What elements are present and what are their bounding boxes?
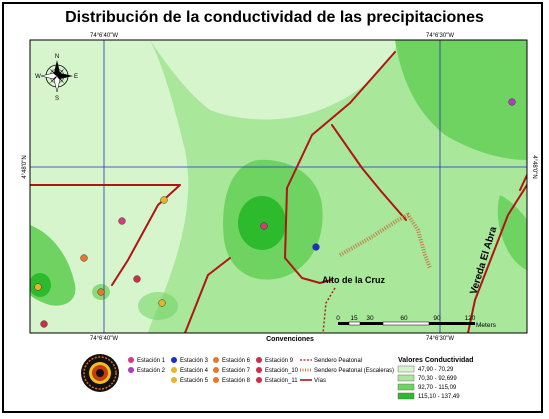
legend-label-station-3: Estación 3 bbox=[180, 358, 209, 364]
map-border bbox=[29, 39, 528, 334]
legend-label-footpath: Sendero Peatonal bbox=[314, 358, 362, 364]
legend-swatch-station-10 bbox=[256, 367, 262, 373]
station-1-point[interactable] bbox=[118, 217, 126, 225]
conductivity-zones bbox=[30, 40, 527, 333]
legend-label-stairs: Sendero Peatonal (Escaleras) bbox=[314, 368, 394, 374]
road-east-center bbox=[331, 124, 407, 221]
zone-mid-east bbox=[395, 40, 527, 160]
scale-tick-15: 15 bbox=[350, 315, 358, 322]
legend-swatch-station-11 bbox=[256, 377, 262, 383]
scale-tick-90: 90 bbox=[433, 315, 441, 322]
station-5-point[interactable] bbox=[34, 283, 42, 291]
legend-label-class-3: 92,70 - 115,09 bbox=[418, 385, 457, 391]
station-2-point[interactable] bbox=[508, 98, 516, 106]
roads bbox=[30, 51, 527, 333]
road-west bbox=[30, 184, 181, 286]
legend-swatch-station-5 bbox=[171, 377, 177, 383]
legend-classes: Valores Conductividad 47,90 - 70,29 70,3… bbox=[397, 357, 473, 400]
compass-w: W bbox=[35, 74, 41, 80]
station-points bbox=[34, 98, 516, 328]
footpaths bbox=[322, 212, 432, 333]
compass-rose-icon: N S E W bbox=[35, 54, 78, 102]
coord-bottom-right: 74°6'30"W bbox=[426, 336, 454, 342]
legend-swatch-station-7 bbox=[213, 367, 219, 373]
legend-label-station-1: Estación 1 bbox=[137, 358, 166, 364]
legend-label-station-5: Estación 5 bbox=[180, 378, 209, 384]
map-title: Distribución de la conductividad de las … bbox=[65, 9, 484, 26]
legend-swatch-class-3 bbox=[397, 383, 415, 391]
legend-swatch-class-4 bbox=[397, 392, 415, 400]
map-frame bbox=[2, 2, 543, 413]
compass-e: E bbox=[74, 74, 78, 80]
road-center-south bbox=[184, 274, 209, 333]
road-label-alto: Alto de la Cruz bbox=[322, 275, 386, 285]
legend-label-station-11: Estación_11 bbox=[265, 378, 298, 384]
station-7-point[interactable] bbox=[158, 299, 166, 307]
station-8-point[interactable] bbox=[97, 288, 105, 296]
station-6-point[interactable] bbox=[80, 254, 88, 262]
zone-low-north bbox=[150, 40, 400, 120]
legend-swatch-class-2 bbox=[397, 374, 415, 382]
coord-top-left: 74°6'40"W bbox=[90, 33, 118, 39]
road-north-branch bbox=[284, 51, 396, 284]
footpath-stairs bbox=[339, 212, 432, 269]
station-4-point[interactable] bbox=[160, 196, 168, 204]
scale-tick-30: 30 bbox=[366, 315, 374, 322]
legend-label-station-4: Estación 4 bbox=[180, 368, 209, 374]
conventions-title: Convenciones bbox=[266, 336, 314, 343]
institution-logo-icon bbox=[81, 354, 119, 392]
coord-top-right: 74°6'30"W bbox=[426, 33, 454, 39]
coord-bottom-left: 74°6'40"W bbox=[90, 336, 118, 342]
legend-label-station-8: Estación 8 bbox=[222, 378, 251, 384]
legend-label-station-10: Estación_10 bbox=[265, 368, 299, 374]
legend-label-class-2: 70,30 - 92,699 bbox=[418, 376, 457, 382]
station-9-point[interactable] bbox=[260, 222, 268, 230]
scale-tick-120: 120 bbox=[465, 315, 476, 322]
legend-label-class-4: 115,10 - 137,49 bbox=[418, 394, 460, 400]
legend-label-station-9: Estación 9 bbox=[265, 358, 294, 364]
road-center-link bbox=[207, 257, 231, 276]
legend-label-station-6: Estación 6 bbox=[222, 358, 251, 364]
grid-lines bbox=[30, 40, 527, 333]
scale-unit: Meters bbox=[476, 322, 497, 329]
scale-tick-60: 60 bbox=[400, 315, 408, 322]
station-3-point[interactable] bbox=[312, 243, 320, 251]
station-10-point[interactable] bbox=[133, 275, 141, 283]
legend-label-station-2: Estación 2 bbox=[137, 368, 166, 374]
legend-swatch-station-8 bbox=[213, 377, 219, 383]
legend-swatch-station-6 bbox=[213, 357, 219, 363]
compass-s: S bbox=[55, 96, 59, 102]
coord-right-lat: 4°48'0"N bbox=[531, 155, 537, 178]
legend-swatch-station-1 bbox=[128, 357, 134, 363]
zone-mid-east-lower bbox=[497, 195, 527, 270]
legend-label-roads: Vías bbox=[314, 378, 326, 384]
legend-swatch-station-3 bbox=[171, 357, 177, 363]
legend-classes-title: Valores Conductividad bbox=[398, 357, 473, 364]
compass-n: N bbox=[55, 54, 59, 60]
legend-label-class-1: 47,90 - 70,29 bbox=[418, 367, 454, 373]
legend-stations: Estación 1 Estación 2 Estación 3 Estació… bbox=[128, 357, 299, 384]
footpath-main bbox=[322, 287, 336, 333]
legend-swatch-class-1 bbox=[397, 365, 415, 373]
scale-bar: 0 15 30 60 90 120 Meters bbox=[336, 315, 496, 329]
coord-left-lat: 4°48'0"N bbox=[22, 155, 28, 178]
zone-low-west bbox=[30, 40, 189, 333]
zone-mid-south bbox=[138, 292, 178, 320]
legend-lines: Sendero Peatonal Sendero Peatonal (Escal… bbox=[300, 358, 394, 384]
station-11-point[interactable] bbox=[40, 320, 48, 328]
road-east-spur bbox=[519, 174, 527, 191]
legend-label-station-7: Estación 7 bbox=[222, 368, 251, 374]
road-east-vereda bbox=[467, 184, 527, 333]
scale-tick-0: 0 bbox=[336, 315, 340, 322]
legend-swatch-station-2 bbox=[128, 367, 134, 373]
legend-swatch-station-9 bbox=[256, 357, 262, 363]
legend-swatch-station-4 bbox=[171, 367, 177, 373]
